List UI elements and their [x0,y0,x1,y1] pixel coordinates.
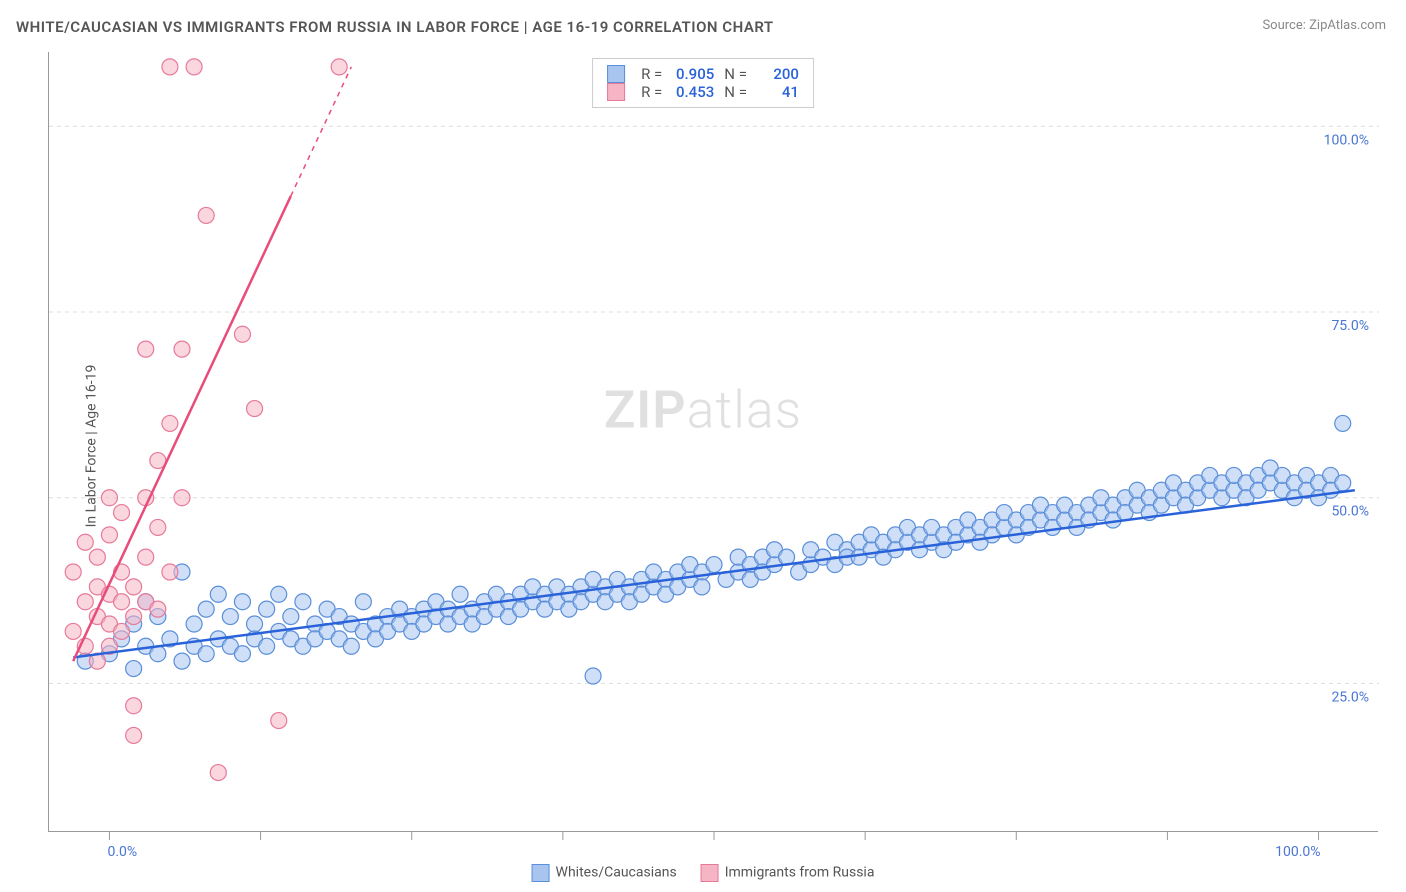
data-point [65,623,81,639]
series-legend: Whites/Caucasians Immigrants from Russia [532,864,875,882]
data-point [150,519,166,535]
data-point [126,698,142,714]
data-point [126,609,142,625]
stat-r: R = 0.905 [641,65,714,83]
source-value: ZipAtlas.com [1309,18,1386,33]
data-point [247,401,263,417]
data-point [210,586,226,602]
data-point [162,564,178,580]
data-point [234,326,250,342]
correlation-legend: R = 0.905 N = 200 R = 0.453 N = 41 [592,58,814,108]
data-point [126,579,142,595]
data-point [706,557,722,573]
data-point [222,609,238,625]
data-point [138,549,154,565]
legend-swatch [607,83,625,101]
data-point [186,616,202,632]
data-point [198,207,214,223]
trend-line [73,196,291,661]
stat-n: N = 200 [724,65,799,83]
data-point [694,579,710,595]
data-point [114,594,130,610]
data-point [198,646,214,662]
data-point [150,601,166,617]
trend-line [73,490,1355,657]
data-point [174,490,190,506]
legend-item: Whites/Caucasians [532,864,677,882]
data-point [259,638,275,654]
data-point [138,341,154,357]
stat-n: N = 41 [724,83,799,101]
data-point [186,59,202,75]
scatter-svg: 25.0%50.0%75.0%100.0%0.0%100.0% [49,52,1379,832]
data-point [101,490,117,506]
y-tick-label: 75.0% [1331,318,1369,334]
data-point [295,594,311,610]
y-tick-label: 100.0% [1324,132,1369,148]
data-point [162,59,178,75]
data-point [174,341,190,357]
data-point [89,549,105,565]
data-point [271,586,287,602]
trend-line-dashed [291,67,351,196]
data-point [247,616,263,632]
source-attribution: Source: ZipAtlas.com [1262,18,1386,33]
legend-label: Whites/Caucasians [556,865,677,881]
chart-title: WHITE/CAUCASIAN VS IMMIGRANTS FROM RUSSI… [16,18,774,36]
data-point [198,601,214,617]
source-label: Source: [1262,18,1305,33]
data-point [1335,415,1351,431]
data-point [331,59,347,75]
data-point [210,765,226,781]
legend-row: R = 0.905 N = 200 [607,65,799,83]
data-point [101,527,117,543]
data-point [126,661,142,677]
x-tick-label: 100.0% [1275,844,1320,860]
data-point [126,727,142,743]
legend-swatch [532,864,550,882]
data-point [77,534,93,550]
data-point [77,594,93,610]
data-point [271,713,287,729]
legend-swatch [701,864,719,882]
data-point [65,564,81,580]
data-point [343,638,359,654]
data-point [114,623,130,639]
data-point [452,586,468,602]
stat-r: R = 0.453 [641,83,714,101]
data-point [355,594,371,610]
y-tick-label: 50.0% [1331,504,1369,520]
data-point [585,668,601,684]
legend-swatch [607,65,625,83]
legend-row: R = 0.453 N = 41 [607,83,799,101]
legend-label: Immigrants from Russia [725,865,875,881]
data-point [234,594,250,610]
data-point [174,653,190,669]
plot-area: 25.0%50.0%75.0%100.0%0.0%100.0% [48,52,1378,832]
data-point [234,646,250,662]
data-point [259,601,275,617]
y-tick-label: 25.0% [1331,689,1369,705]
data-point [283,609,299,625]
data-point [1335,475,1351,491]
legend-item: Immigrants from Russia [701,864,875,882]
data-point [114,505,130,521]
data-point [162,415,178,431]
x-tick-label: 0.0% [107,844,137,860]
